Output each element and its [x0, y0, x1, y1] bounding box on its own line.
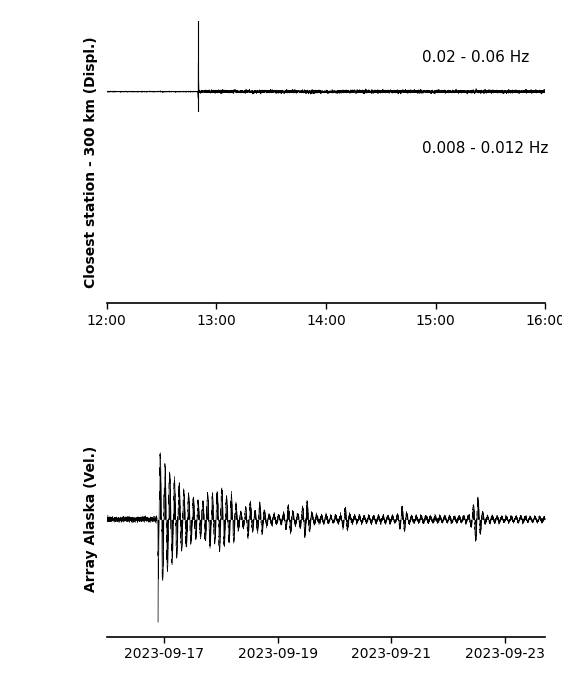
- Text: 0.008 - 0.012 Hz: 0.008 - 0.012 Hz: [423, 141, 549, 155]
- Text: 0.02 - 0.06 Hz: 0.02 - 0.06 Hz: [423, 50, 529, 65]
- Y-axis label: Array Alaska (Vel.): Array Alaska (Vel.): [84, 446, 98, 592]
- Y-axis label: Closest station - 300 km (Displ.): Closest station - 300 km (Displ.): [84, 36, 98, 288]
